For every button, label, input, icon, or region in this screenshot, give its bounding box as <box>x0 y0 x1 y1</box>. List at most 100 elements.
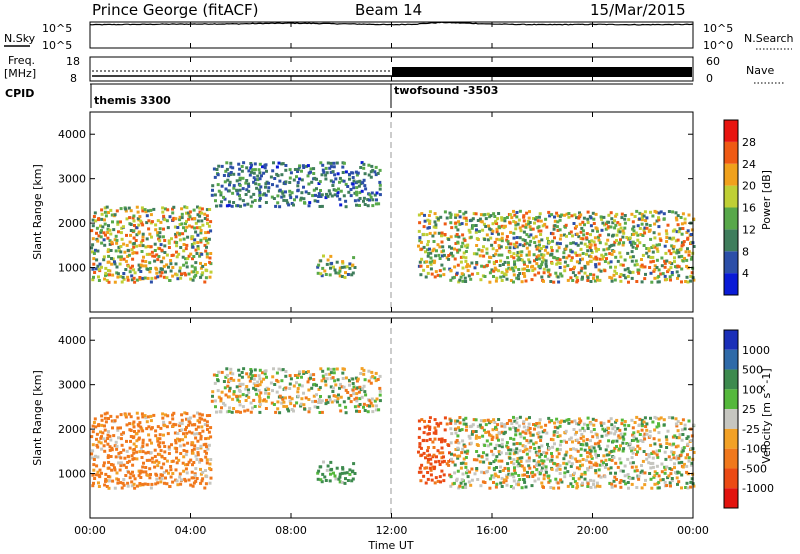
velocity-cell <box>527 456 531 460</box>
velocity-cell <box>355 409 358 413</box>
velocity-cell <box>319 401 323 404</box>
power-cell <box>660 264 664 268</box>
power-cell <box>192 208 196 212</box>
power-cell <box>91 267 95 271</box>
power-cell <box>676 248 679 252</box>
power-cell <box>417 244 420 248</box>
velocity-cell <box>146 450 150 454</box>
power-cell <box>533 267 537 271</box>
power-cell <box>159 243 163 247</box>
power-cell <box>128 240 132 244</box>
power-cell <box>232 184 236 188</box>
power-cell <box>249 166 253 170</box>
velocity-cell <box>125 439 128 443</box>
power-cell <box>238 176 242 180</box>
velocity-cell <box>482 471 486 475</box>
power-cell <box>130 274 134 278</box>
power-cell <box>280 195 284 199</box>
velocity-cell <box>464 486 468 489</box>
velocity-cell <box>352 462 356 466</box>
velocity-cell <box>604 448 608 452</box>
velocity-cell <box>543 428 547 432</box>
power-cell <box>614 265 617 269</box>
velocity-cell <box>489 462 493 465</box>
power-cell <box>598 257 602 261</box>
velocity-cell <box>606 444 610 448</box>
velocity-cell <box>623 464 627 468</box>
velocity-cell <box>418 427 422 431</box>
velocity-cell <box>535 461 539 465</box>
velocity-cell <box>586 423 590 427</box>
power-cell <box>337 271 341 275</box>
power-cell <box>114 234 118 238</box>
power-cell <box>293 168 297 171</box>
power-cell <box>227 189 231 193</box>
velocity-cell <box>571 477 575 481</box>
velocity-cell <box>461 472 465 476</box>
velocity-cell <box>311 400 315 404</box>
power-cell <box>419 240 423 244</box>
power-cell <box>318 180 322 184</box>
velocity-cell <box>275 371 279 375</box>
velocity-cell <box>586 455 590 459</box>
velocity-cell <box>141 444 145 448</box>
velocity-cell <box>621 441 625 445</box>
velocity-cell <box>345 471 349 475</box>
power-cell <box>205 245 208 249</box>
power-cell <box>178 269 182 273</box>
power-cell <box>556 214 560 218</box>
power-cell <box>673 256 676 260</box>
velocity-cell <box>665 484 669 487</box>
velocity-cell <box>651 461 655 465</box>
power-cell <box>258 198 262 202</box>
power-cell <box>219 193 223 197</box>
velocity-cell <box>659 444 663 448</box>
power-cell <box>228 200 231 204</box>
power-cell <box>225 161 229 165</box>
velocity-cell <box>468 436 472 440</box>
velocity-cell <box>273 383 277 386</box>
power-cell <box>422 225 426 229</box>
power-cell <box>127 253 131 257</box>
power-cell <box>376 172 380 175</box>
velocity-cell <box>288 382 292 386</box>
velocity-cell <box>136 416 140 420</box>
velocity-cell <box>474 430 478 433</box>
velocity-cell <box>133 430 136 433</box>
velocity-cell <box>175 479 179 483</box>
power-cell <box>278 188 282 192</box>
power-cell <box>95 237 99 241</box>
power-cell <box>249 195 253 199</box>
power-cell <box>115 241 119 245</box>
power-cell <box>689 257 693 261</box>
velocity-cell <box>643 437 647 441</box>
power-cell <box>645 222 649 226</box>
power-cell <box>273 177 277 180</box>
velocity-cell <box>173 431 177 435</box>
power-cell <box>479 278 483 282</box>
power-cell <box>670 262 674 266</box>
velocity-cell <box>184 435 187 439</box>
velocity-cell <box>114 455 118 459</box>
power-cell <box>429 262 433 266</box>
velocity-cell <box>267 387 271 391</box>
velocity-cell <box>172 422 176 426</box>
velocity-cell <box>525 459 529 463</box>
power-cell <box>174 262 178 266</box>
velocity-cell <box>296 390 300 394</box>
velocity-cell <box>672 442 676 446</box>
velocity-cell <box>684 486 688 489</box>
x-tick-label: 08:00 <box>275 524 307 537</box>
power-cell <box>569 268 573 272</box>
velocity-cell <box>579 447 583 451</box>
velocity-cell <box>287 409 291 413</box>
velocity-cell <box>90 452 94 456</box>
velocity-cell <box>298 383 302 387</box>
colorbar-tick-label: 24 <box>742 158 756 171</box>
power-cell <box>579 241 583 245</box>
velocity-cell <box>378 386 382 390</box>
power-cell <box>514 221 518 225</box>
velocity-cell <box>534 450 538 454</box>
power-cell <box>430 272 434 276</box>
velocity-cell <box>111 479 115 483</box>
